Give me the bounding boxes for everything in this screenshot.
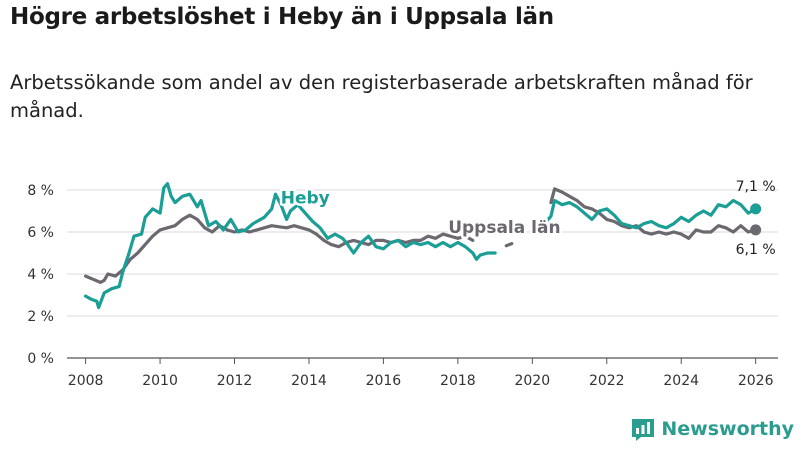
x-tick-label: 2018 — [440, 373, 476, 389]
heby-end-point — [750, 203, 762, 215]
uppsala-series-line — [504, 242, 514, 248]
x-tick-label: 2026 — [738, 373, 774, 389]
series-layer — [84, 182, 762, 310]
uppsala-end-point — [750, 224, 762, 236]
y-tick-label: 0 % — [27, 351, 54, 367]
newsworthy-logo-icon — [632, 419, 655, 441]
chart-subtitle: Arbetssökande som andel av den registerb… — [10, 71, 753, 122]
chart-title: Högre arbetslöshet i Heby än i Uppsala l… — [10, 4, 554, 30]
uppsala-series-line — [84, 213, 475, 284]
newsworthy-logo[interactable]: Newsworthy — [632, 414, 794, 444]
axis-layer: 0 % 2 % 4 % 6 % 8 % 2008 2010 2012 2014 2016 2018 2… — [27, 183, 778, 389]
uppsala-series-label: Uppsala län — [448, 218, 560, 238]
heby-series-label: Heby — [281, 189, 330, 209]
y-tick-label: 4 % — [27, 267, 54, 283]
x-tick-label: 2022 — [589, 373, 625, 389]
x-tick-label: 2016 — [366, 373, 402, 389]
y-tick-label: 2 % — [27, 309, 54, 325]
y-tick-label: 8 % — [27, 183, 54, 199]
x-tick-label: 2024 — [663, 373, 699, 389]
brand-name: Newsworthy — [661, 418, 794, 440]
heby-series-line — [84, 182, 497, 310]
y-tick-label: 6 % — [27, 225, 54, 241]
heby-end-label: 7,1 % — [736, 179, 776, 195]
x-tick-label: 2014 — [291, 373, 327, 389]
x-tick-label: 2008 — [68, 373, 104, 389]
grid-layer — [67, 189, 778, 317]
x-tick-label: 2012 — [217, 373, 253, 389]
label-layer: Heby Uppsala län 7,1 % 6,1 % — [278, 179, 776, 258]
x-tick-label: 2020 — [514, 373, 550, 389]
uppsala-end-label: 6,1 % — [736, 242, 776, 258]
uppsala-series-line — [549, 187, 758, 240]
x-tick-label: 2010 — [142, 373, 178, 389]
heby-series-line — [543, 198, 758, 230]
